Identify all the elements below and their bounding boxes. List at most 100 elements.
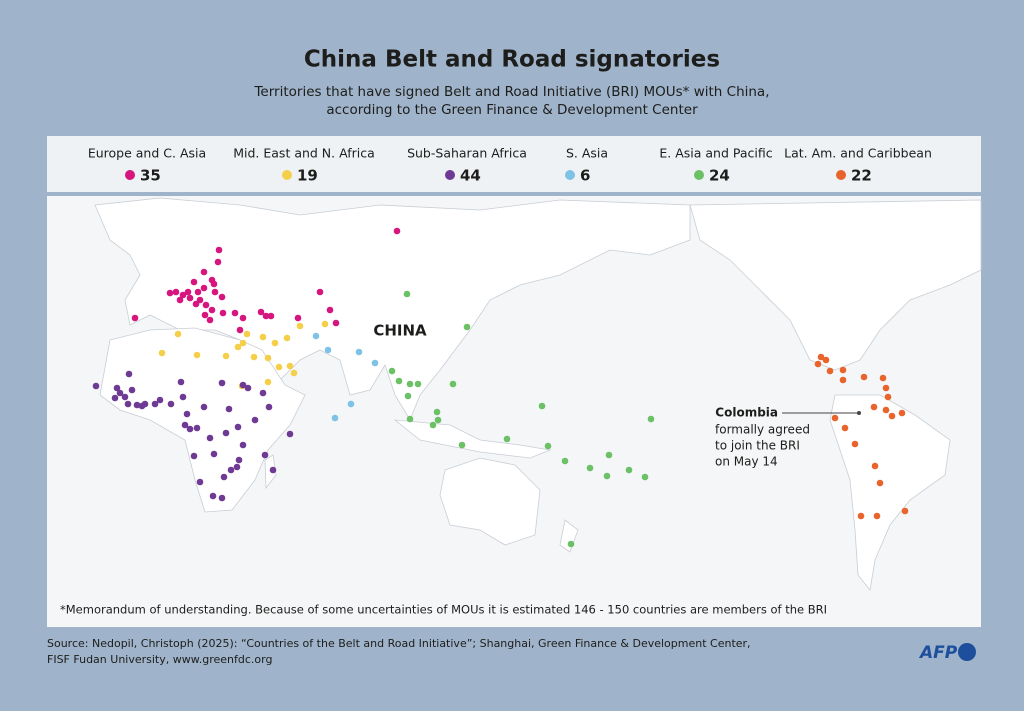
territory-dot: [567, 540, 575, 548]
legend-count: 24: [709, 167, 730, 185]
territory-dot: [179, 291, 187, 299]
legend-count: 44: [460, 167, 481, 185]
territory-dot: [156, 396, 164, 404]
source: Source: Nedopil, Christoph (2025): “Coun…: [47, 637, 751, 650]
territory-dot: [234, 423, 242, 431]
territory-dot: [172, 288, 180, 296]
territory-dot: [181, 421, 189, 429]
territory-dot: [234, 343, 242, 351]
legend-count: 6: [580, 167, 590, 185]
territory-dot: [406, 415, 414, 423]
territory-dot: [218, 494, 226, 502]
legend-dot: [565, 170, 575, 180]
territory-dot: [264, 354, 272, 362]
legend-dot: [445, 170, 455, 180]
territory-dot: [243, 330, 251, 338]
territory-dot: [326, 306, 334, 314]
territory-dot: [259, 333, 267, 341]
logo: AFP: [918, 643, 958, 663]
territory-dot: [294, 314, 302, 322]
territory-dot: [332, 319, 340, 327]
territory-dot: [544, 442, 552, 450]
territory-dot: [871, 462, 879, 470]
territory-dot: [321, 320, 329, 328]
territory-dot: [265, 403, 273, 411]
territory-dot: [433, 408, 441, 416]
territory-dot: [138, 402, 146, 410]
territory-dot: [200, 403, 208, 411]
footnote: *Memorandum of understanding. Because of…: [60, 603, 827, 617]
territory-dot: [603, 472, 611, 480]
legend-name: Lat. Am. and Caribbean: [784, 146, 932, 161]
territory-dot: [166, 289, 174, 297]
legend-name: Sub-Saharan Africa: [407, 146, 527, 161]
territory-dot: [814, 360, 822, 368]
territory-dot: [214, 258, 222, 266]
territory-dot: [831, 414, 839, 422]
territory-dot: [251, 416, 259, 424]
territory-dot: [434, 416, 442, 424]
territory-dot: [151, 400, 159, 408]
north-america: [689, 199, 982, 371]
territory-dot: [283, 334, 291, 342]
territory-dot: [219, 309, 227, 317]
territory-dot: [200, 268, 208, 276]
territory-dot: [190, 452, 198, 460]
territory-dot: [647, 415, 655, 423]
territory-dot: [429, 421, 437, 429]
territory-dot: [208, 306, 216, 314]
eurasia: [94, 197, 691, 421]
south-america: [829, 394, 951, 591]
territory-dot: [458, 441, 466, 449]
territory-dot: [605, 451, 613, 459]
annotation-text: formally agreed: [715, 423, 810, 437]
territory-dot: [183, 410, 191, 418]
territory-dot: [206, 316, 214, 324]
territory-dot: [503, 435, 511, 443]
territory-dot: [851, 440, 859, 448]
subtitle: Territories that have signed Belt and Ro…: [253, 84, 769, 100]
territory-dot: [116, 389, 124, 397]
territory-dot: [625, 466, 633, 474]
legend-dot: [694, 170, 704, 180]
annotation-text: to join the BRI: [715, 439, 800, 453]
territory-dot: [414, 380, 422, 388]
territory-dot: [194, 288, 202, 296]
territory-dot: [269, 466, 277, 474]
territory-dot: [876, 479, 884, 487]
territory-dot: [271, 339, 279, 347]
indonesia: [393, 419, 552, 459]
legend-name: Mid. East and N. Africa: [233, 146, 375, 161]
territory-dot: [870, 403, 878, 411]
legend-dot: [282, 170, 292, 180]
territory-dot: [236, 326, 244, 334]
legend-dot: [836, 170, 846, 180]
territory-dot: [176, 296, 184, 304]
territory-dot: [395, 377, 403, 385]
territory-dot: [857, 512, 865, 520]
territory-dot: [873, 512, 881, 520]
territory-dot: [331, 414, 339, 422]
territory-dot: [128, 386, 136, 394]
land: [94, 197, 982, 591]
territory-dot: [888, 412, 896, 420]
territory-dot: [133, 401, 141, 409]
territory-dot: [393, 227, 401, 235]
territory-dot: [884, 393, 892, 401]
territory-dot: [202, 301, 210, 309]
territory-dot: [817, 353, 825, 361]
territory-dot: [879, 374, 887, 382]
territory-dot: [200, 284, 208, 292]
territory-dot: [196, 478, 204, 486]
legend-box: [47, 136, 981, 192]
territory-dot: [839, 366, 847, 374]
territory-dot: [111, 394, 119, 402]
territory-dot: [113, 384, 121, 392]
territory-dot: [211, 288, 219, 296]
subtitle: according to the Green Finance & Develop…: [326, 102, 698, 118]
territory-dot: [406, 380, 414, 388]
territory-dot: [275, 363, 283, 371]
africa: [99, 327, 306, 513]
territory-dot: [261, 451, 269, 459]
